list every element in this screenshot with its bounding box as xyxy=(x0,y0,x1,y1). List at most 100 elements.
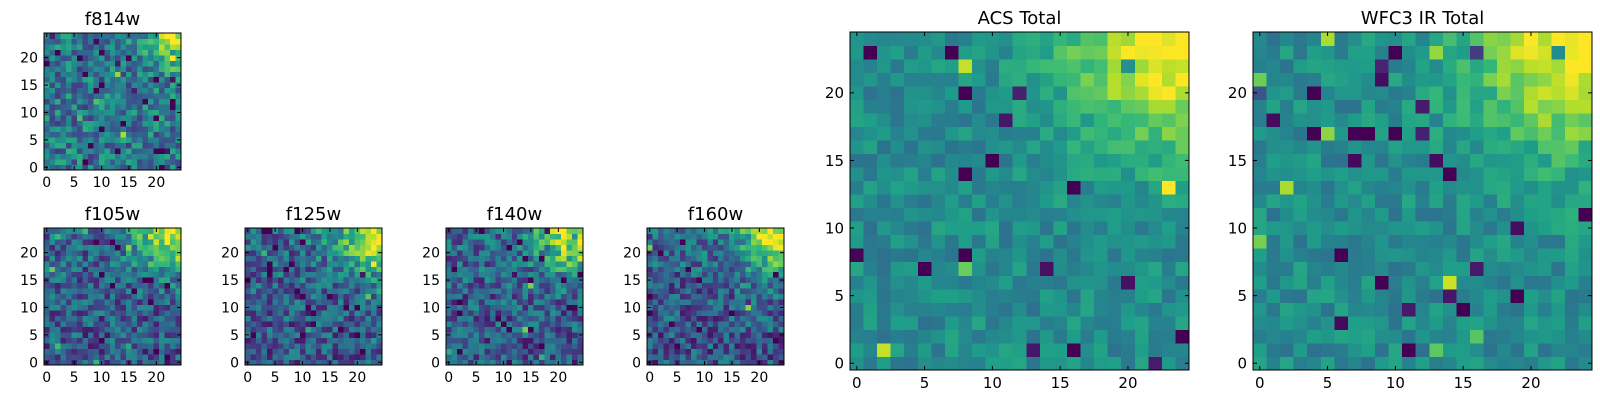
f140w-cell xyxy=(566,359,573,366)
f105w-cell xyxy=(115,348,122,355)
acs_total-cell xyxy=(985,302,1000,317)
f105w-cell xyxy=(148,337,154,344)
f160w-cell xyxy=(690,348,697,355)
acs_total-cell xyxy=(1161,248,1176,263)
f125w-cell xyxy=(316,304,323,311)
wfc3_ir_total-cell xyxy=(1442,248,1457,263)
f105w-cell xyxy=(164,249,171,256)
f105w-cell xyxy=(71,288,78,295)
f160w-cell xyxy=(707,299,714,306)
f105w-cell xyxy=(98,326,105,333)
f814w-cell xyxy=(49,87,56,94)
wfc3_ir_total-cell xyxy=(1347,234,1362,249)
f140w-cell xyxy=(550,233,556,240)
f814w-cell xyxy=(164,65,171,72)
f140w-cell xyxy=(533,244,540,251)
f140w-cell xyxy=(577,228,584,234)
f140w-cell xyxy=(555,310,562,317)
f125w-cell xyxy=(360,343,366,349)
f814w-cell xyxy=(126,54,133,61)
wfc3_ir_total-cell xyxy=(1320,207,1335,222)
f105w-cell xyxy=(60,271,67,278)
f814w-cell xyxy=(82,76,89,83)
f160w-cell xyxy=(668,359,675,366)
wfc3_ir_total-cell xyxy=(1266,45,1281,60)
acs_total-cell xyxy=(1175,234,1190,249)
f814w-cell xyxy=(54,153,61,160)
acs_total-cell xyxy=(1161,140,1176,155)
f105w-cell xyxy=(82,238,89,245)
f814w-cell xyxy=(71,131,78,138)
f814w-cell xyxy=(54,38,61,45)
f160w-cell xyxy=(663,359,670,366)
wfc3_ir_total-cell xyxy=(1469,248,1484,263)
f814w-cell xyxy=(98,120,105,127)
f105w-cell xyxy=(131,304,138,311)
wfc3_ir_total-cell xyxy=(1564,315,1579,330)
f160w-cell xyxy=(696,343,703,349)
f105w-cell xyxy=(44,321,50,328)
f160w-cell xyxy=(745,315,752,322)
f140w-cell xyxy=(467,354,474,360)
f160w-cell xyxy=(762,293,768,300)
wfc3_ir_total-cell xyxy=(1578,221,1593,236)
f160w-cell xyxy=(657,288,664,295)
f125w-cell xyxy=(360,315,366,322)
f814w-cell xyxy=(164,164,171,171)
f160w-cell xyxy=(767,233,774,240)
acs_total-cell xyxy=(904,113,919,128)
wfc3_ir_total-cell xyxy=(1347,207,1362,222)
f814w-cell xyxy=(148,164,154,171)
f105w-ytick-label: 0 xyxy=(29,355,38,371)
f140w-cell xyxy=(456,288,463,295)
wfc3_ir_total-cell xyxy=(1442,45,1457,60)
wfc3_ir_total-cell xyxy=(1388,32,1403,46)
acs_total-cell xyxy=(1026,302,1041,317)
f140w-cell xyxy=(550,337,556,344)
f160w-cell xyxy=(679,359,686,366)
f160w-cell xyxy=(712,282,719,289)
wfc3_ir_total-cell xyxy=(1483,315,1498,330)
f160w-cell xyxy=(740,255,747,262)
acs_total-cell xyxy=(1066,342,1081,357)
f160w-cell xyxy=(745,343,752,349)
f105w-cell xyxy=(76,343,83,349)
wfc3_ir_total-cell xyxy=(1347,356,1362,371)
f125w-cell xyxy=(299,343,306,349)
wfc3_ir_total-cell xyxy=(1293,86,1308,100)
f814w-cell xyxy=(164,87,171,94)
f160w-cell xyxy=(696,288,703,295)
acs_total-cell xyxy=(1094,167,1109,182)
f125w-cell xyxy=(266,359,273,366)
f125w-cell xyxy=(332,282,339,289)
f814w-cell xyxy=(93,82,100,89)
f140w-cell xyxy=(577,343,584,349)
acs_total-cell xyxy=(850,86,864,100)
wfc3_ir_total-cell xyxy=(1320,194,1335,209)
acs_total-cell xyxy=(985,86,1000,100)
f140w-cell xyxy=(511,228,518,234)
acs_total-cell xyxy=(1107,140,1122,155)
f105w-cell xyxy=(159,266,165,273)
acs_total-cell xyxy=(917,261,932,276)
f105w-cell xyxy=(82,244,89,251)
f160w-cell xyxy=(668,299,675,306)
f125w-cell xyxy=(371,255,377,262)
f160w-cell xyxy=(740,233,747,240)
f814w-cell xyxy=(104,137,111,143)
f814w-cell xyxy=(142,43,149,50)
wfc3_ir_total-cell xyxy=(1293,329,1308,344)
f160w-cell xyxy=(751,238,757,245)
acs_total-cell xyxy=(1134,153,1149,168)
wfc3_ir_total-cell xyxy=(1429,167,1444,182)
f105w-cell xyxy=(49,293,56,300)
f160w-cell xyxy=(685,354,692,360)
f105w-cell xyxy=(131,315,138,322)
f140w-cell xyxy=(511,343,518,349)
f140w-cell xyxy=(478,228,485,234)
acs_total-cell xyxy=(1080,113,1095,128)
f160w-cell xyxy=(701,288,708,295)
f125w-cell xyxy=(305,271,312,278)
f160w-cell xyxy=(663,354,670,360)
f125w-cell xyxy=(365,321,372,328)
